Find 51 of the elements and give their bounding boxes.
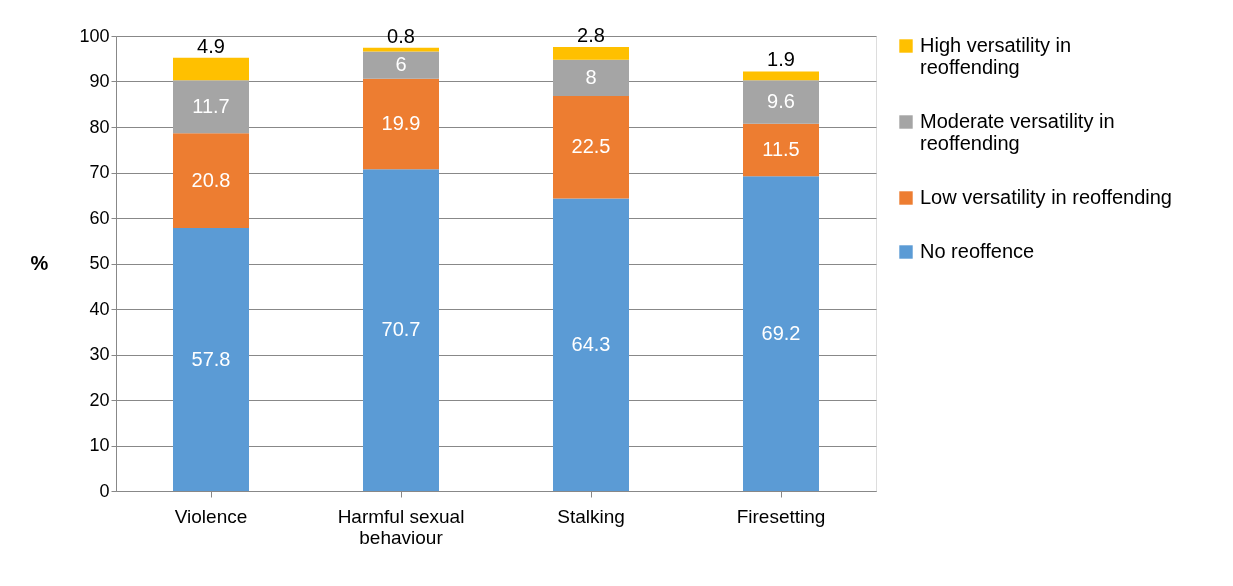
legend-label: Moderate versatility in reoffending — [920, 110, 1115, 154]
data-label: 9.6 — [767, 89, 795, 112]
x-tick-label: Stalking — [557, 505, 625, 527]
bar — [363, 169, 439, 491]
bar — [173, 133, 249, 229]
x-tick-label: Violence — [174, 505, 248, 527]
bar — [173, 228, 249, 491]
data-label: 2.8 — [577, 23, 605, 46]
data-label: 70.7 — [381, 318, 421, 341]
data-label: 57.8 — [191, 347, 231, 370]
data-label: 0.8 — [387, 24, 415, 47]
data-label: 69.2 — [761, 321, 801, 344]
bar — [363, 51, 439, 79]
data-label: 6 — [395, 53, 407, 76]
x-tick-label: Firesetting — [736, 505, 826, 527]
bar — [553, 198, 629, 491]
bar — [553, 96, 629, 199]
data-label: 1.9 — [767, 48, 795, 71]
bar — [553, 59, 629, 97]
legend-label: High versatility in reoffending — [920, 34, 1072, 78]
y-axis-title: % — [30, 252, 49, 274]
y-tick-label: 30 — [89, 344, 110, 364]
bar — [553, 46, 629, 60]
y-tick-label: 50 — [89, 253, 110, 273]
y-tick-label: 20 — [89, 389, 110, 410]
data-label: 20.8 — [191, 168, 231, 191]
bar — [363, 78, 439, 170]
legend-label: No reoffence — [920, 240, 1035, 262]
data-label: 4.9 — [197, 34, 225, 57]
y-tick-label: 80 — [89, 116, 110, 137]
y-tick-label: 0 — [99, 480, 110, 501]
y-tick-label: 10 — [89, 435, 110, 455]
data-label: 11.5 — [762, 137, 800, 160]
data-label: 11.7 — [192, 94, 230, 117]
data-label: 8 — [585, 65, 597, 88]
bar — [173, 57, 249, 81]
y-tick-label: 40 — [89, 298, 110, 319]
data-label: 22.5 — [571, 135, 611, 158]
bar — [743, 80, 819, 124]
data-label: 19.9 — [381, 112, 421, 135]
bar — [173, 80, 249, 134]
y-tick-label: 70 — [89, 162, 110, 182]
bar — [743, 123, 819, 177]
legend-label: Low versatility in reoffending — [920, 186, 1172, 208]
y-tick-label: 90 — [89, 71, 110, 91]
y-tick-label: 60 — [89, 207, 110, 228]
bar — [743, 176, 819, 491]
y-tick-label: 100 — [79, 25, 110, 46]
x-tick-label: Harmful sexual behaviour — [337, 505, 465, 548]
bar — [743, 71, 819, 81]
data-label: 64.3 — [571, 332, 611, 355]
